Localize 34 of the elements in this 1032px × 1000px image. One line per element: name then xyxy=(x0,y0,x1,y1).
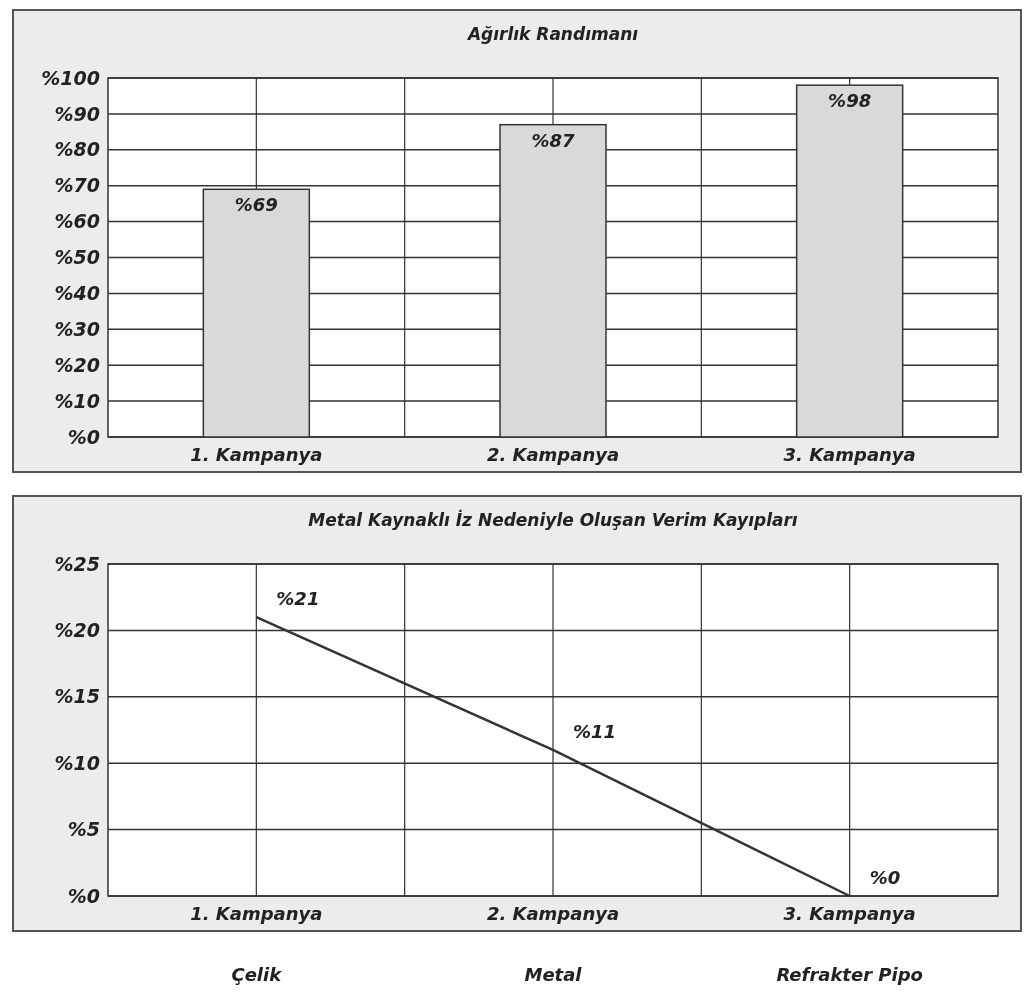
x-tick-label: 3. Kampanya xyxy=(783,444,916,465)
y-tick-label: %40 xyxy=(54,282,100,305)
x-tick-label: 2. Kampanya xyxy=(486,444,620,465)
y-tick-label: %10 xyxy=(54,389,100,412)
y-tick-label: %0 xyxy=(67,884,100,907)
data-label: %0 xyxy=(869,867,901,888)
x-tick-label: 2. Kampanya xyxy=(486,903,620,924)
data-label: %21 xyxy=(276,588,320,610)
y-tick-label: %50 xyxy=(54,246,100,269)
data-label: %69 xyxy=(234,194,278,216)
text: Çelik xyxy=(231,964,283,985)
y-tick-label: %20 xyxy=(54,619,100,642)
data-label: %11 xyxy=(573,720,617,742)
y-tick-label: %100 xyxy=(41,66,100,89)
y-tick-label: %90 xyxy=(54,102,100,125)
text: Refrakter Pipo xyxy=(776,964,923,985)
x-tick-label: 1. Kampanya xyxy=(190,444,323,465)
y-tick-label: %10 xyxy=(54,751,100,774)
y-tick-label: %60 xyxy=(54,210,100,233)
y-tick-label: %0 xyxy=(67,425,100,448)
data-label: %87 xyxy=(531,129,576,151)
x-tick-label: 3. Kampanya xyxy=(783,903,916,924)
x-tick-label: 1. Kampanya xyxy=(190,903,323,924)
y-tick-label: %80 xyxy=(54,138,100,161)
y-tick-label: %15 xyxy=(54,685,100,708)
y-tick-label: %30 xyxy=(54,317,100,340)
data-label: %98 xyxy=(828,90,872,112)
y-tick-label: %70 xyxy=(54,174,100,197)
y-tick-label: %5 xyxy=(67,818,100,841)
text: Metal xyxy=(524,964,583,985)
y-tick-label: %25 xyxy=(54,552,100,575)
chart-title: Metal Kaynaklı İz Nedeniyle Oluşan Verim Kayıpları xyxy=(308,509,798,530)
y-tick-label: %20 xyxy=(54,353,100,376)
chart-title: Ağırlık Randımanı xyxy=(465,24,639,44)
